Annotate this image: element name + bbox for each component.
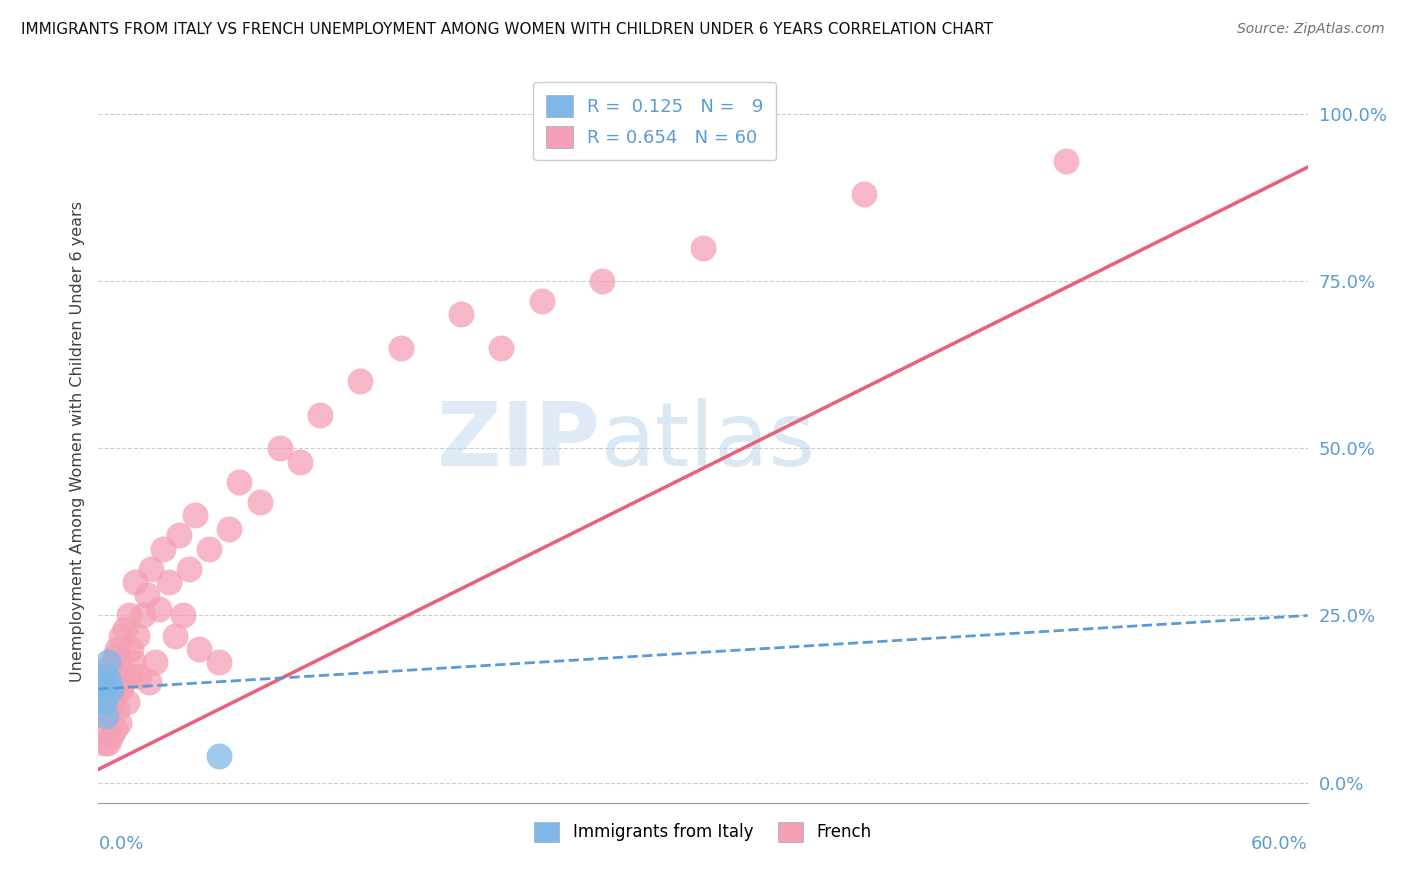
Point — [93, 696, 115, 710]
Point — [139, 562, 162, 576]
Text: atlas: atlas — [600, 398, 815, 485]
Point — [152, 541, 174, 556]
Point — [103, 723, 125, 737]
Y-axis label: Unemployment Among Women with Children Under 6 years: Unemployment Among Women with Children U… — [69, 201, 84, 682]
Point — [208, 749, 231, 764]
Point — [100, 662, 122, 676]
Point — [218, 521, 240, 535]
Point — [110, 681, 132, 696]
Point — [228, 475, 250, 489]
Point — [111, 675, 134, 690]
Point — [100, 729, 122, 743]
Point — [1054, 153, 1077, 168]
Point — [269, 442, 291, 455]
Point — [93, 669, 115, 683]
Text: Source: ZipAtlas.com: Source: ZipAtlas.com — [1237, 22, 1385, 37]
Point — [118, 608, 141, 623]
Point — [198, 541, 221, 556]
Point — [91, 679, 114, 693]
Point — [101, 696, 124, 710]
Point — [115, 696, 138, 710]
Point — [349, 375, 371, 389]
Point — [96, 708, 118, 723]
Point — [491, 341, 513, 355]
Point — [208, 655, 231, 669]
Point — [188, 642, 211, 657]
Point — [148, 602, 170, 616]
Point — [101, 669, 124, 683]
Point — [121, 655, 143, 669]
Point — [96, 689, 118, 703]
Point — [309, 408, 332, 422]
Text: 0.0%: 0.0% — [98, 835, 143, 854]
Legend: Immigrants from Italy, French: Immigrants from Italy, French — [527, 815, 879, 848]
Point — [114, 622, 136, 636]
Text: ZIP: ZIP — [437, 398, 600, 485]
Point — [105, 642, 128, 657]
Point — [163, 628, 186, 642]
Point — [97, 689, 120, 703]
Point — [118, 669, 141, 683]
Point — [100, 681, 122, 696]
Point — [530, 293, 553, 308]
Point — [132, 608, 155, 623]
Point — [172, 608, 194, 623]
Point — [107, 655, 129, 669]
Point — [93, 735, 115, 749]
Point — [97, 735, 120, 749]
Point — [96, 662, 118, 676]
Point — [97, 672, 120, 686]
Point — [93, 681, 115, 696]
Point — [124, 575, 146, 590]
Point — [184, 508, 207, 523]
Text: 60.0%: 60.0% — [1251, 835, 1308, 854]
Point — [389, 341, 412, 355]
Point — [157, 575, 180, 590]
Point — [135, 589, 157, 603]
Point — [143, 655, 166, 669]
Point — [138, 675, 160, 690]
Text: IMMIGRANTS FROM ITALY VS FRENCH UNEMPLOYMENT AMONG WOMEN WITH CHILDREN UNDER 6 Y: IMMIGRANTS FROM ITALY VS FRENCH UNEMPLOY… — [21, 22, 993, 37]
Point — [692, 240, 714, 255]
Point — [591, 274, 613, 288]
Point — [97, 655, 120, 669]
Point — [288, 455, 311, 469]
Point — [105, 702, 128, 716]
Point — [249, 494, 271, 508]
Point — [853, 187, 876, 202]
Point — [179, 562, 201, 576]
Point — [125, 628, 148, 642]
Point — [450, 307, 472, 322]
Point — [120, 642, 142, 657]
Point — [91, 723, 114, 737]
Point — [110, 628, 132, 642]
Point — [96, 708, 118, 723]
Point — [167, 528, 190, 542]
Point — [128, 669, 150, 683]
Point — [107, 715, 129, 730]
Point — [103, 648, 125, 663]
